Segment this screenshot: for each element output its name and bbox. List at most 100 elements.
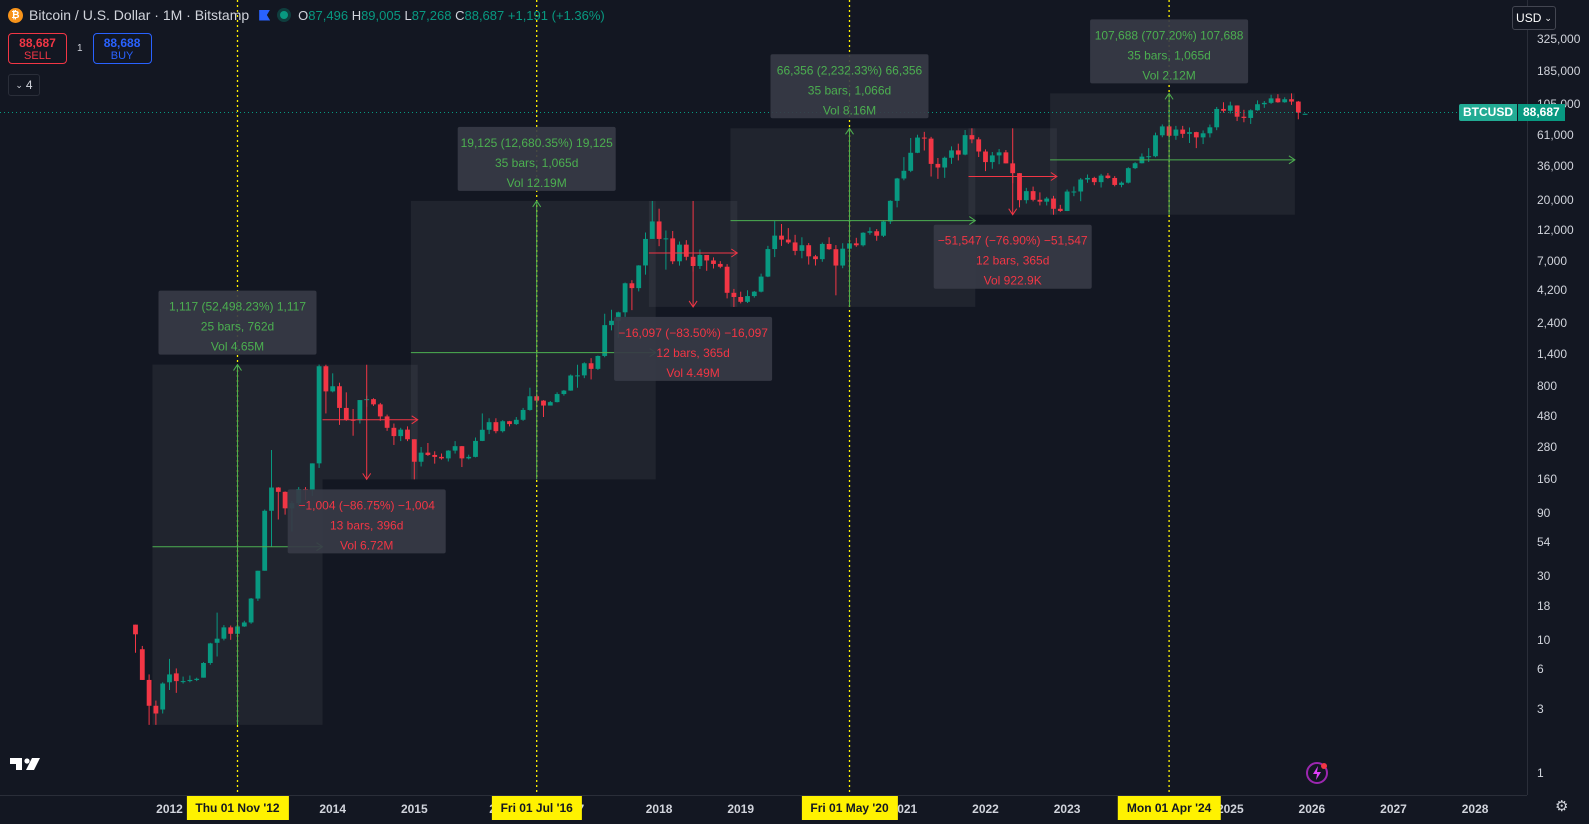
indicators-toggle[interactable]: ⌄ 4 bbox=[8, 74, 40, 96]
measure-info-text: 13 bars, 396d bbox=[330, 518, 403, 532]
price-axis-label: 280 bbox=[1537, 439, 1558, 454]
price-chart[interactable]: 1,117 (52,498.23%) 1,117 25 bars, 762d Vol… bbox=[0, 0, 1527, 795]
candles bbox=[133, 93, 1308, 725]
symbol-title[interactable]: Bitcoin / U.S. Dollar · 1M · Bitstamp bbox=[29, 7, 250, 23]
bitcoin-icon: ₿ bbox=[8, 7, 23, 23]
candle bbox=[935, 157, 941, 179]
measure-info-text: −1,004 (−86.75%) −1,004 bbox=[298, 498, 435, 512]
measure-box[interactable] bbox=[322, 364, 418, 480]
tradingview-logo-icon[interactable] bbox=[10, 756, 42, 772]
candle bbox=[636, 265, 642, 292]
candle bbox=[194, 677, 200, 682]
market-status-icon[interactable] bbox=[280, 11, 289, 19]
price-axis-label: 6 bbox=[1537, 662, 1544, 677]
candle bbox=[976, 137, 982, 158]
buy-button[interactable]: 88,688 BUY bbox=[92, 33, 152, 64]
candle bbox=[745, 290, 750, 304]
candle bbox=[588, 358, 594, 380]
candle bbox=[581, 362, 587, 379]
sell-button[interactable]: 88,687 SELL bbox=[8, 33, 67, 64]
candle bbox=[1302, 113, 1308, 115]
candle bbox=[1023, 187, 1029, 204]
price-axis-label: 3 bbox=[1537, 702, 1544, 717]
measure-info-text: −16,097 (−83.50%) −16,097 bbox=[618, 326, 768, 340]
candle bbox=[337, 382, 342, 425]
settings-gear-icon[interactable]: ⚙ bbox=[1555, 798, 1569, 815]
candle bbox=[133, 624, 138, 653]
measure-box[interactable] bbox=[1050, 93, 1295, 215]
alert-sparkle-icon[interactable] bbox=[1303, 759, 1331, 787]
candle bbox=[262, 509, 268, 571]
candle bbox=[1200, 130, 1206, 145]
candle bbox=[1119, 181, 1124, 188]
candle bbox=[343, 392, 349, 421]
candle bbox=[561, 389, 567, 396]
candle bbox=[1051, 195, 1056, 215]
candle bbox=[840, 243, 846, 269]
candle bbox=[221, 625, 227, 641]
candle bbox=[371, 398, 376, 406]
candle bbox=[228, 625, 234, 640]
halving-date-label: Thu 01 Nov '12 bbox=[186, 796, 289, 820]
candle bbox=[1078, 178, 1084, 202]
time-axis[interactable]: 2012201420152017201820192021202220232025… bbox=[0, 795, 1527, 824]
candle bbox=[609, 309, 614, 331]
price-tag-symbol: BTCUSD bbox=[1459, 104, 1517, 121]
candle bbox=[602, 313, 608, 358]
candle bbox=[391, 423, 397, 445]
measure-info-box bbox=[614, 316, 773, 381]
price-axis-label: 20,000 bbox=[1537, 192, 1574, 207]
candle bbox=[1261, 101, 1267, 108]
measure-info-text: 35 bars, 1,065d bbox=[1127, 48, 1210, 62]
measure-info-box bbox=[457, 126, 616, 191]
candle bbox=[1241, 109, 1247, 123]
candle bbox=[479, 413, 485, 442]
candle bbox=[1268, 94, 1274, 104]
symbol-legend: ₿ Bitcoin / U.S. Dollar · 1M · Bitstamp … bbox=[8, 7, 605, 23]
currency-select[interactable]: USD ⌄ bbox=[1512, 6, 1556, 30]
candle bbox=[1295, 100, 1301, 120]
candle bbox=[180, 676, 186, 684]
measure-info-text: 25 bars, 762d bbox=[201, 320, 274, 334]
candle bbox=[901, 157, 907, 181]
measure-varrow bbox=[1164, 92, 1174, 100]
candle bbox=[1132, 162, 1138, 170]
candle bbox=[996, 149, 1002, 165]
candle bbox=[962, 129, 968, 156]
price-axis-label: 54 bbox=[1537, 535, 1551, 550]
candle bbox=[826, 237, 832, 250]
candle bbox=[908, 137, 914, 173]
candle bbox=[921, 131, 927, 151]
trade-buttons: 88,687 SELL 1 88,688 BUY bbox=[8, 33, 152, 64]
candle bbox=[989, 152, 995, 169]
candle bbox=[724, 264, 730, 299]
candle bbox=[1207, 124, 1213, 138]
measure-info-text: Vol 4.65M bbox=[211, 340, 264, 354]
candle bbox=[473, 437, 478, 458]
candle bbox=[187, 675, 193, 683]
candle bbox=[1214, 106, 1220, 131]
measure-info-box bbox=[158, 290, 317, 355]
time-axis-label: 2028 bbox=[1461, 802, 1489, 816]
candle bbox=[255, 570, 261, 601]
candle bbox=[432, 451, 438, 464]
candle bbox=[928, 136, 934, 177]
candle bbox=[765, 245, 771, 278]
candle bbox=[983, 149, 988, 172]
halving-date-label: Fri 01 Jul '16 bbox=[491, 796, 582, 820]
measure-info-text: 12 bars, 365d bbox=[976, 254, 1049, 268]
candle bbox=[201, 662, 206, 678]
price-axis[interactable]: 1 3 6 10 18 30 54 90 160 280 480 800 1,400 2,400 4,200… bbox=[1527, 0, 1589, 795]
candle bbox=[1125, 167, 1131, 184]
halving-date-label: Mon 01 Apr '24 bbox=[1117, 796, 1221, 820]
time-axis-label: 2018 bbox=[645, 802, 673, 816]
candle bbox=[139, 645, 145, 680]
candle bbox=[853, 237, 859, 247]
flag-icon[interactable] bbox=[259, 9, 271, 21]
candle bbox=[704, 254, 710, 271]
candle bbox=[806, 243, 812, 265]
price-tag-value: 88,687 bbox=[1517, 104, 1565, 121]
measure-info-text: 19,125 (12,680.35%) 19,125 bbox=[461, 136, 613, 150]
measure-varrow bbox=[362, 473, 372, 481]
candle bbox=[445, 450, 451, 462]
